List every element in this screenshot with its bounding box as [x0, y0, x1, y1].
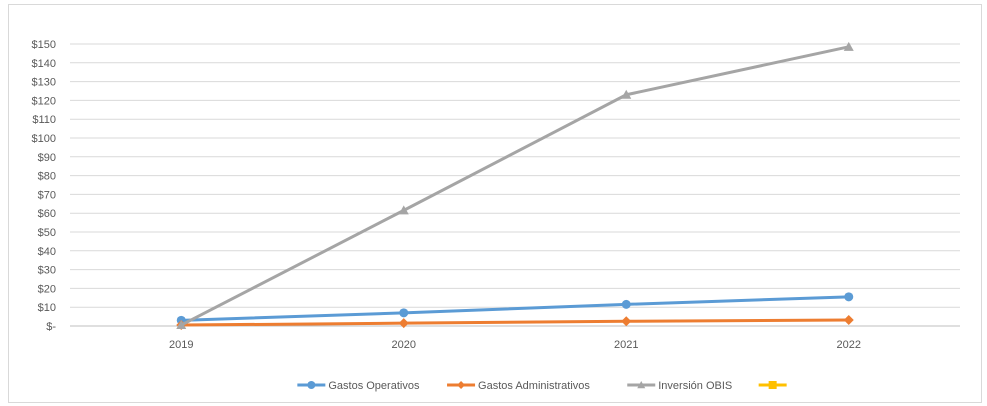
series-line-gastos-operativos: [179, 295, 851, 322]
data-point: [176, 320, 187, 330]
y-tick-label: $110: [32, 114, 56, 126]
y-tick-label: $140: [32, 58, 56, 70]
series-line-gastos-administrativos: [179, 318, 851, 327]
legend-label: Gastos Operativos: [328, 380, 420, 392]
y-tick-label: $100: [32, 133, 56, 145]
chart-area: [8, 4, 982, 403]
gridlines: [70, 43, 960, 327]
data-point: [399, 308, 409, 318]
y-tick-label: $70: [38, 189, 56, 201]
data-point: [621, 316, 632, 327]
y-tick-label: $150: [32, 39, 56, 51]
y-tick-label: $120: [32, 95, 56, 107]
x-tick-label: 2019: [169, 339, 193, 351]
y-tick-label: $130: [32, 77, 56, 89]
legend: Gastos Operativos Gastos Administrativos I…: [297, 380, 787, 392]
y-tick-label: $60: [38, 208, 56, 220]
data-point: [457, 381, 466, 389]
y-tick-label: $40: [38, 246, 56, 258]
data-point: [768, 381, 777, 389]
data-point: [843, 41, 854, 51]
data-point: [307, 381, 316, 389]
legend-label: Gastos Administrativos: [478, 380, 590, 392]
y-tick-label: $90: [38, 152, 56, 164]
data-point: [843, 314, 854, 325]
x-tick-label: 2021: [614, 339, 638, 351]
y-tick-label: $20: [38, 283, 56, 295]
y-tick-label: $30: [38, 265, 56, 277]
y-tick-label: $80: [38, 171, 56, 183]
series-lines: [176, 41, 854, 331]
x-tick-label: 2022: [837, 339, 861, 351]
data-point: [637, 381, 646, 389]
y-axis-tick-labels: $- $10 $20 $30 $40 $50 $60 $70 $80 $90 $100 $110 $12…: [32, 39, 57, 333]
series-line-inversion-obis: [179, 45, 851, 327]
data-point: [844, 292, 854, 302]
x-axis-tick-labels: 2019 2020 2021 2022: [169, 339, 861, 351]
y-tick-label: $50: [38, 227, 56, 239]
data-point: [621, 299, 631, 309]
legend-label: Inversión OBIS: [658, 380, 732, 392]
data-point: [621, 89, 632, 99]
y-tick-label: $10: [38, 302, 56, 314]
data-point: [398, 318, 409, 329]
y-tick-label: $-: [46, 321, 56, 333]
x-tick-label: 2020: [392, 339, 416, 351]
data-point: [398, 205, 409, 215]
